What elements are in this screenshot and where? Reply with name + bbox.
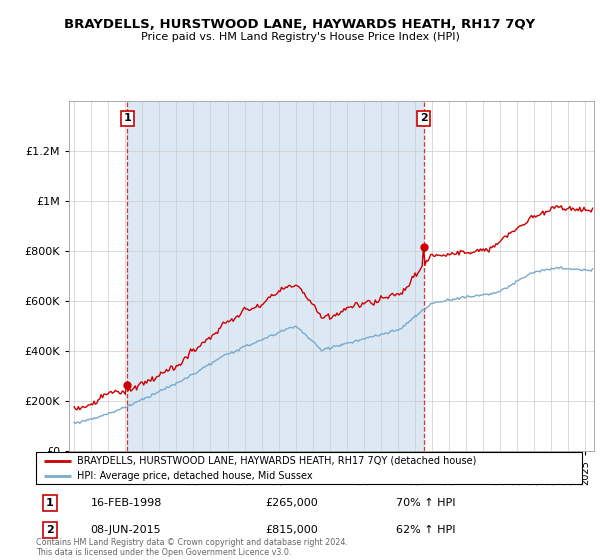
Text: 1: 1 <box>46 498 53 507</box>
Text: BRAYDELLS, HURSTWOOD LANE, HAYWARDS HEATH, RH17 7QY: BRAYDELLS, HURSTWOOD LANE, HAYWARDS HEAT… <box>64 18 536 31</box>
Text: 70% ↑ HPI: 70% ↑ HPI <box>397 498 456 507</box>
Text: 2: 2 <box>46 525 53 535</box>
Text: £815,000: £815,000 <box>265 525 318 535</box>
Text: 2: 2 <box>419 113 427 123</box>
Text: Price paid vs. HM Land Registry's House Price Index (HPI): Price paid vs. HM Land Registry's House … <box>140 32 460 43</box>
Bar <box>127 101 424 451</box>
Text: 16-FEB-1998: 16-FEB-1998 <box>91 498 162 507</box>
Text: 62% ↑ HPI: 62% ↑ HPI <box>397 525 456 535</box>
Text: Contains HM Land Registry data © Crown copyright and database right 2024.
This d: Contains HM Land Registry data © Crown c… <box>36 538 348 557</box>
Text: BRAYDELLS, HURSTWOOD LANE, HAYWARDS HEATH, RH17 7QY (detached house): BRAYDELLS, HURSTWOOD LANE, HAYWARDS HEAT… <box>77 456 476 466</box>
Text: £265,000: £265,000 <box>265 498 318 507</box>
Text: HPI: Average price, detached house, Mid Sussex: HPI: Average price, detached house, Mid … <box>77 470 313 480</box>
Text: 1: 1 <box>124 113 131 123</box>
Text: 08-JUN-2015: 08-JUN-2015 <box>91 525 161 535</box>
